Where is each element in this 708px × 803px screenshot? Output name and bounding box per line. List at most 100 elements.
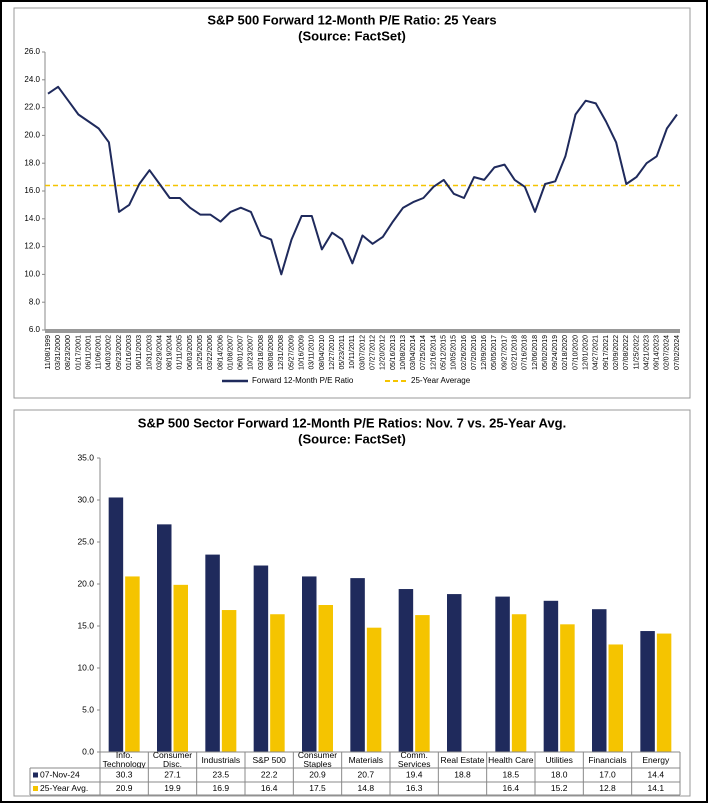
x-tick-label: 10/08/2013 [400, 335, 407, 370]
x-tick-label: 07/27/2012 [369, 335, 376, 370]
x-tick-label: Comm. Services [397, 752, 431, 768]
x-tick-label: 06/03/2005 [187, 335, 194, 370]
data-label: 17.0 [599, 769, 616, 779]
x-tick-label: Health Care [488, 754, 534, 765]
y-tick-label: 25.0 [77, 536, 94, 546]
y-tick-label: 26.0 [24, 47, 40, 56]
x-tick-label: 04/21/2023 [643, 335, 650, 370]
x-tick-label: 06/11/2003 [136, 335, 143, 370]
x-tick-label: 08/08/2008 [268, 335, 275, 370]
bar [302, 576, 317, 752]
x-tick-label: 07/25/2014 [420, 335, 427, 370]
x-tick-label: 10/25/2005 [197, 335, 204, 370]
x-tick-label: 07/20/2016 [471, 335, 478, 370]
x-tick-label: 09/24/2019 [552, 335, 559, 370]
x-tick-label-box: Health Care [488, 754, 534, 765]
bar [108, 497, 124, 752]
data-label: 14.1 [648, 783, 665, 793]
bar [447, 594, 462, 752]
x-tick-label: 09/17/2021 [603, 335, 610, 370]
bar [205, 554, 220, 752]
legend-swatch [33, 772, 38, 778]
legend-label: Forward 12-Month P/E Ratio [252, 376, 354, 385]
x-tick-label: 07/16/2018 [522, 335, 529, 370]
x-tick-label: 12/20/2012 [380, 335, 387, 370]
chart-title: S&P 500 Sector Forward 12-Month P/E Rati… [138, 415, 566, 430]
x-tick-label: 08/14/2006 [217, 335, 224, 370]
bar [398, 589, 414, 752]
x-tick-label-box: Info. Technology [103, 752, 146, 768]
data-label: 14.8 [358, 783, 375, 793]
x-tick-label-box: Consumer Disc. [152, 752, 193, 768]
x-tick-label: Consumer Disc. [152, 752, 193, 768]
x-tick-label: 03/29/2004 [156, 335, 163, 370]
x-tick-label: 03/22/2006 [207, 335, 214, 370]
bar [270, 614, 285, 752]
x-tick-label: 08/19/2004 [167, 335, 174, 370]
x-tick-label-box: Financials [588, 755, 626, 764]
x-tick-label: 05/05/2017 [491, 335, 498, 370]
bar [560, 624, 575, 752]
x-tick-label: 05/27/2009 [288, 335, 295, 370]
x-tick-label-box: Industrials [201, 755, 240, 764]
legend-swatch [33, 786, 38, 791]
x-tick-label: 06/11/2001 [85, 335, 92, 370]
x-tick-label: 09/27/2017 [501, 335, 508, 370]
x-tick-label: 05/12/2015 [441, 335, 448, 370]
x-tick-label: S&P 500 [252, 754, 286, 765]
x-tick-label: 02/09/2022 [613, 335, 620, 370]
y-tick-label: 30.0 [77, 494, 94, 504]
line-series [47, 85, 678, 276]
y-tick-label: 10.0 [77, 662, 94, 672]
x-tick-label: Materials [348, 754, 384, 765]
x-tick-label-box: Materials [348, 754, 384, 765]
bar [592, 609, 607, 752]
x-tick-label: 12/27/2010 [329, 335, 336, 370]
y-tick-label: 12.0 [24, 242, 40, 251]
x-axis [45, 329, 680, 333]
chart-title: S&P 500 Forward 12-Month P/E Ratio: 25 Y… [207, 12, 496, 27]
legend-label: 25-Year Average [411, 376, 471, 385]
y-tick-label: 18.0 [24, 158, 40, 167]
y-tick-label: 0.0 [82, 746, 94, 756]
x-tick-label: Energy [642, 754, 670, 765]
y-tick-label: 22.0 [24, 103, 40, 112]
x-tick-label: 06/01/2007 [238, 335, 245, 370]
data-label: 16.9 [213, 783, 230, 793]
x-tick-label: 12/01/2020 [583, 335, 590, 370]
x-tick-label: 10/16/2009 [298, 335, 305, 370]
x-tick-label: Consumer Staples [297, 752, 338, 768]
x-tick-label: 11/25/2022 [633, 335, 640, 370]
y-tick-label: 8.0 [29, 297, 41, 306]
x-tick-label-box: S&P 500 [252, 754, 286, 765]
x-tick-label: 02/26/2016 [461, 335, 468, 370]
x-tick-label: 05/16/2013 [390, 335, 397, 370]
x-tick-label: 04/03/2002 [106, 335, 113, 370]
x-tick-label: 07/10/2020 [572, 335, 579, 370]
chart-subtitle: (Source: FactSet) [298, 431, 406, 446]
data-label: 17.5 [309, 783, 326, 793]
data-label: 19.9 [164, 783, 181, 793]
y-tick-label: 20.0 [77, 578, 94, 588]
bar [640, 631, 655, 752]
x-tick-label: 01/11/2005 [177, 335, 184, 370]
x-tick-label-box: Utilities [545, 755, 572, 764]
x-tick-label: 10/23/2007 [248, 335, 255, 370]
x-tick-label-box: Consumer Staples [297, 752, 338, 768]
x-tick-label: 08/04/2010 [319, 335, 326, 370]
x-tick-label: 05/02/2019 [542, 335, 549, 370]
y-tick-label: 5.0 [82, 704, 94, 714]
y-tick-label: 14.0 [24, 214, 40, 223]
y-tick-label: 24.0 [24, 75, 40, 84]
x-tick-label: 03/18/2008 [258, 335, 265, 370]
data-label: 20.9 [116, 783, 133, 793]
x-tick-label: 12/31/2008 [278, 335, 285, 370]
y-tick-label: 6.0 [29, 325, 41, 334]
x-tick-label: 01/16/2003 [126, 335, 133, 370]
bar [543, 600, 559, 752]
data-label: 14.4 [648, 769, 665, 779]
x-tick-label: 09/14/2023 [654, 335, 661, 370]
data-label: 27.1 [164, 769, 181, 779]
bar [157, 524, 172, 752]
